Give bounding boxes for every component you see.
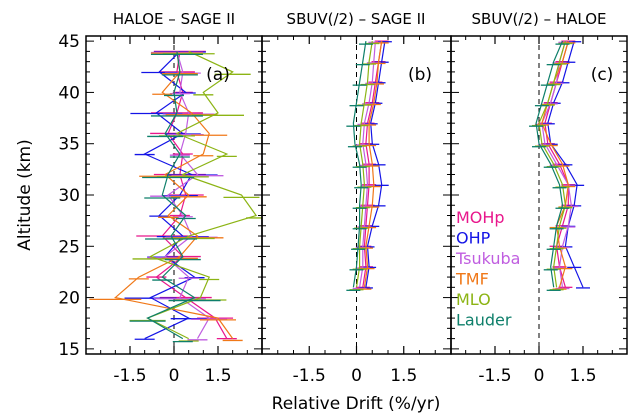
panel-b-title: SBUV(/2) – SAGE II <box>287 10 426 28</box>
x-tick-label: 1.5 <box>204 366 231 386</box>
x-axis-label: Relative Drift (%/yr) <box>272 394 441 414</box>
panel-a-letter: (a) <box>206 65 230 85</box>
panel-a-title: HALOE – SAGE II <box>113 10 235 28</box>
series-line-tsukuba <box>541 40 572 288</box>
y-tick-label: 30 <box>58 186 80 206</box>
legend-entry-ohp: OHP <box>456 229 491 248</box>
panel-b <box>346 36 392 354</box>
legend-entry-mohp: MOHp <box>456 208 505 227</box>
y-tick-label: 35 <box>58 135 80 155</box>
panel-c-letter: (c) <box>591 65 614 85</box>
y-tick-label: 40 <box>58 83 80 103</box>
series-line-tsukuba <box>359 41 376 288</box>
y-tick-label: 45 <box>58 32 80 52</box>
x-tick-label: 1.5 <box>569 366 596 386</box>
x-tick-label: 1.5 <box>390 366 417 386</box>
legend-entry-mlo: MLO <box>456 290 491 309</box>
legend-entry-tmf: TMF <box>455 270 489 289</box>
axes: -1.5 0 1.5 -1.5 0 1.5 -1.5 0 1.5 15 20 25 30 35 40 45 <box>58 32 627 386</box>
series-line-lauder <box>146 51 196 340</box>
series-line-mlo <box>355 41 373 288</box>
legend-entry-lauder: Lauder <box>456 311 512 330</box>
series-line-tmf <box>113 51 234 339</box>
panel-c <box>529 36 590 354</box>
y-tick-label: 20 <box>58 289 80 309</box>
x-tick-label: -1.5 <box>478 366 511 386</box>
x-tick-label: -1.5 <box>113 366 146 386</box>
y-axis-label: Altitude (km) <box>15 139 35 251</box>
x-tick-label: 0 <box>169 366 180 386</box>
series-line-mlo <box>146 50 258 340</box>
panel-a <box>89 36 262 354</box>
series-line-lauder <box>535 40 564 288</box>
panel-c-title: SBUV(/2) – HALOE <box>471 10 606 28</box>
panel-b-letter: (b) <box>408 65 432 85</box>
y-tick-label: 25 <box>58 237 80 257</box>
x-tick-label: 0 <box>534 366 545 386</box>
legend-entry-tsukuba: Tsukuba <box>455 249 520 268</box>
x-tick-label: -1.5 <box>293 366 326 386</box>
y-tick-label: 15 <box>58 340 80 360</box>
x-tick-label: 0 <box>351 366 362 386</box>
series-line-lauder <box>352 41 367 288</box>
series-line-tmf <box>363 41 383 288</box>
series-line-mlo <box>538 40 567 288</box>
